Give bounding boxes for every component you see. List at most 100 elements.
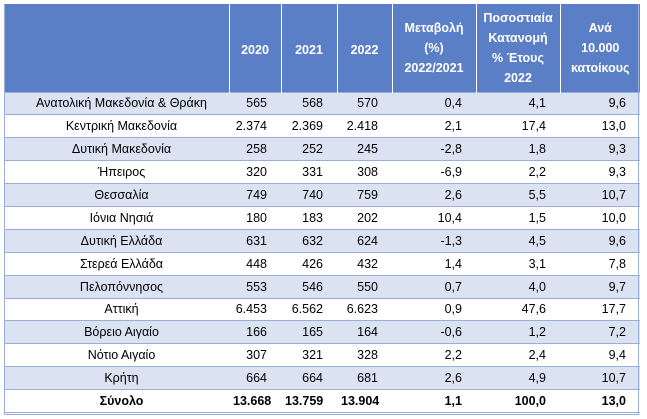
table-row: Κρήτη 664 664 681 2,6 4,9 10,7 — [4, 366, 640, 390]
table-row: Ανατολική Μακεδονία & Θράκη 565 568 570 … — [4, 91, 640, 115]
table-row: Πελοπόννησος 553 546 550 0,7 4,0 9,7 — [4, 274, 640, 299]
cell-region: Πελοπόννησος — [4, 274, 229, 299]
cell-2022: 550 — [337, 274, 392, 299]
cell-2022: 308 — [337, 160, 392, 184]
table-row: Βόρειο Αιγαίο 166 165 164 -0,6 1,2 7,2 — [4, 320, 640, 344]
header-change-line: 2022/2021 — [404, 60, 464, 75]
header-share-line: % Έτους — [492, 50, 544, 65]
cell-2022: 2.418 — [337, 114, 392, 138]
cell-change: -2,8 — [392, 137, 476, 161]
cell-per-10000: 7,8 — [560, 251, 640, 276]
total-label: Σύνολο — [4, 389, 229, 413]
cell-2020: 258 — [229, 137, 281, 161]
cell-2020: 6.453 — [229, 297, 281, 321]
cell-change: -1,3 — [392, 228, 476, 253]
table-row: Δυτική Μακεδονία 258 252 245 -2,8 1,8 9,… — [4, 137, 640, 161]
cell-change: 0,4 — [392, 91, 476, 115]
header-per-line: κατοίκους — [570, 60, 630, 75]
table-row: Ιόνια Νησιά 180 183 202 10,4 1,5 10,0 — [4, 205, 640, 230]
cell-2020: 448 — [229, 251, 281, 276]
cell-2020: 2.374 — [229, 114, 281, 138]
cell-share: 1,5 — [476, 205, 560, 230]
cell-2020: 320 — [229, 160, 281, 184]
cell-change: 1,4 — [392, 251, 476, 276]
header-change: Μεταβολή (%) 2022/2021 — [391, 4, 476, 92]
total-share: 100,0 — [476, 389, 560, 413]
cell-2022: 245 — [337, 137, 392, 161]
table-row: Θεσσαλία 749 740 759 2,6 5,5 10,7 — [4, 183, 640, 207]
cell-2020: 180 — [229, 205, 281, 230]
cell-per-10000: 10,7 — [560, 366, 640, 390]
header-2020: 2020 — [228, 4, 281, 92]
cell-2021: 546 — [281, 274, 337, 299]
header-row: 2020 2021 2022 Μεταβολή (%) 2022/2021 Πο… — [4, 4, 640, 92]
total-row: Σύνολο 13.668 13.759 13.904 1,1 100,0 13… — [4, 389, 640, 413]
cell-share: 3,1 — [476, 251, 560, 276]
cell-2021: 740 — [281, 183, 337, 207]
table-row: Κεντρική Μακεδονία 2.374 2.369 2.418 2,1… — [4, 114, 640, 138]
total-2020: 13.668 — [229, 389, 281, 413]
cell-2022: 681 — [337, 366, 392, 390]
cell-per-10000: 10,0 — [560, 205, 640, 230]
cell-2021: 632 — [281, 228, 337, 253]
table-body: Ανατολική Μακεδονία & Θράκη 565 568 570 … — [4, 91, 640, 413]
cell-region: Δυτική Ελλάδα — [4, 228, 229, 253]
table-row: Νότιο Αιγαίο 307 321 328 2,2 2,4 9,4 — [4, 343, 640, 367]
total-change: 1,1 — [392, 389, 476, 413]
cell-per-10000: 9,4 — [560, 343, 640, 367]
cell-2022: 164 — [337, 320, 392, 344]
cell-2021: 426 — [281, 251, 337, 276]
header-per-line: Ανά — [588, 20, 612, 35]
cell-share: 1,2 — [476, 320, 560, 344]
cell-2021: 2.369 — [281, 114, 337, 138]
cell-region: Θεσσαλία — [4, 183, 229, 207]
cell-2020: 664 — [229, 366, 281, 390]
cell-per-10000: 9,7 — [560, 274, 640, 299]
cell-2020: 307 — [229, 343, 281, 367]
cell-share: 4,1 — [476, 91, 560, 115]
cell-region: Νότιο Αιγαίο — [4, 343, 229, 367]
cell-share: 4,5 — [476, 228, 560, 253]
table-row: Δυτική Ελλάδα 631 632 624 -1,3 4,5 9,6 — [4, 228, 640, 253]
cell-2022: 624 — [337, 228, 392, 253]
cell-2022: 432 — [337, 251, 392, 276]
cell-share: 1,8 — [476, 137, 560, 161]
header-change-line: (%) — [424, 40, 444, 55]
cell-share: 17,4 — [476, 114, 560, 138]
cell-region: Στερεά Ελλάδα — [4, 251, 229, 276]
cell-2022: 759 — [337, 183, 392, 207]
cell-region: Βόρειο Αιγαίο — [4, 320, 229, 344]
cell-change: -0,6 — [392, 320, 476, 344]
cell-share: 2,4 — [476, 343, 560, 367]
total-per-10000: 13,0 — [560, 389, 640, 413]
cell-change: 10,4 — [392, 205, 476, 230]
total-2022: 13.904 — [337, 389, 392, 413]
cell-region: Κρήτη — [4, 366, 229, 390]
cell-share: 4,0 — [476, 274, 560, 299]
cell-region: Ανατολική Μακεδονία & Θράκη — [4, 91, 229, 115]
cell-change: 2,2 — [392, 343, 476, 367]
cell-2021: 331 — [281, 160, 337, 184]
cell-2020: 749 — [229, 183, 281, 207]
cell-2020: 553 — [229, 274, 281, 299]
cell-2020: 565 — [229, 91, 281, 115]
table-row: Ήπειρος 320 331 308 -6,9 2,2 9,3 — [4, 160, 640, 184]
cell-region: Κεντρική Μακεδονία — [4, 114, 229, 138]
header-region — [4, 4, 229, 92]
cell-share: 5,5 — [476, 183, 560, 207]
header-share-line: Κατανομή — [488, 30, 548, 45]
total-2021: 13.759 — [281, 389, 337, 413]
cell-share: 47,6 — [476, 297, 560, 321]
cell-2021: 664 — [281, 366, 337, 390]
cell-2021: 321 — [281, 343, 337, 367]
header-per-10000: Ανά 10.000 κατοίκους — [559, 4, 640, 92]
cell-change: -6,9 — [392, 160, 476, 184]
cell-2021: 165 — [281, 320, 337, 344]
cell-change: 0,7 — [392, 274, 476, 299]
header-share-line: 2022 — [504, 70, 532, 85]
header-share: Ποσοστιαία Κατανομή % Έτους 2022 — [475, 4, 560, 92]
cell-share: 4,9 — [476, 366, 560, 390]
cell-region: Ήπειρος — [4, 160, 229, 184]
cell-change: 2,6 — [392, 366, 476, 390]
